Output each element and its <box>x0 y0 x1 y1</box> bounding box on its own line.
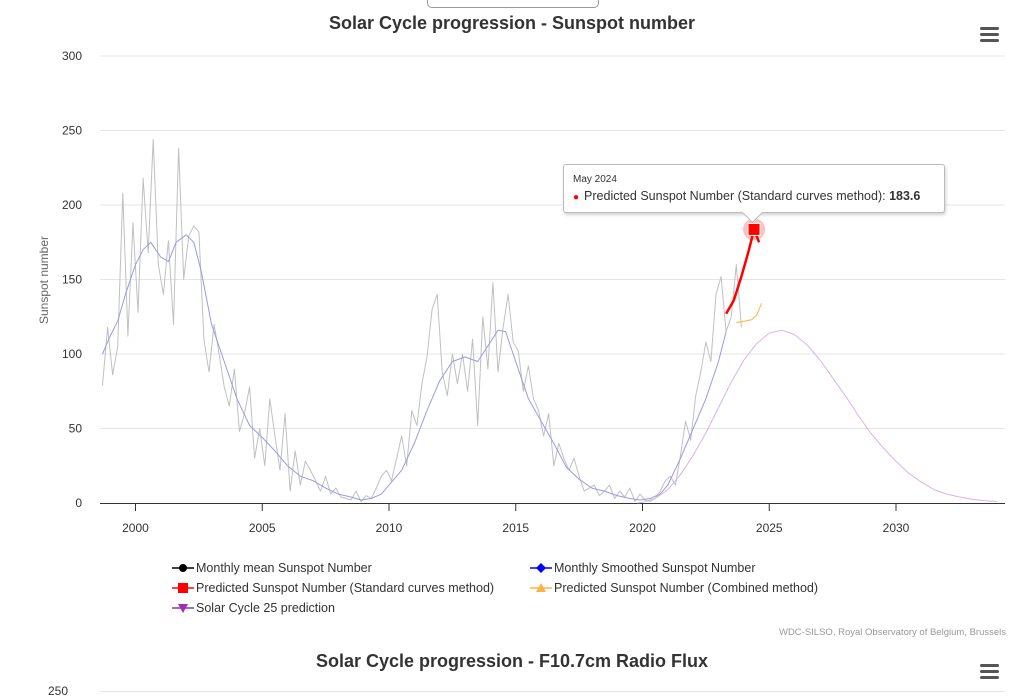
y-tick-label: 100 <box>62 347 82 361</box>
legend-label: Predicted Sunspot Number (Standard curve… <box>196 581 495 595</box>
top-tab-fragment <box>427 0 599 8</box>
second-chart-title: Solar Cycle progression - F10.7cm Radio … <box>315 651 709 671</box>
x-tick-label: 2020 <box>629 521 656 535</box>
tooltip-dot-icon: ● <box>573 192 580 203</box>
chart-title: Solar Cycle progression - Sunspot number <box>328 13 696 33</box>
x-tick-label: 2010 <box>376 521 403 535</box>
second-chart-menu-icon[interactable] <box>978 660 1002 682</box>
y-tick-label: 300 <box>62 49 82 63</box>
x-tick-label: 2005 <box>249 521 276 535</box>
second-chart-y-tick: 250 <box>48 684 69 698</box>
y-tick-label: 150 <box>62 273 82 287</box>
y-tick-label: 50 <box>69 422 83 436</box>
tooltip-series: Predicted Sunspot Number (Standard curve… <box>584 189 883 203</box>
legend-label: Monthly Smoothed Sunspot Number <box>554 561 756 575</box>
credits-link[interactable]: WDC-SILSO, Royal Observatory of Belgium,… <box>778 627 1006 638</box>
y-tick-label: 0 <box>75 496 82 510</box>
circle-marker-icon <box>172 564 194 572</box>
chart-menu-icon[interactable] <box>978 23 1002 45</box>
y-axis-ticks: 0 50 100 150 200 250 300 <box>62 49 82 510</box>
x-tick-label: 2000 <box>122 521 149 535</box>
x-tick-label: 2030 <box>883 521 910 535</box>
square-marker-icon <box>172 583 194 593</box>
diamond-marker-icon <box>530 563 552 573</box>
legend-label: Predicted Sunspot Number (Combined metho… <box>554 581 819 595</box>
grid-lines <box>100 55 1005 504</box>
triangle-marker-icon <box>530 583 552 592</box>
series-monthly-mean[interactable] <box>102 138 742 502</box>
y-tick-label: 250 <box>62 124 82 138</box>
series-predicted-standard[interactable] <box>725 228 761 315</box>
legend-label: Monthly mean Sunspot Number <box>196 561 372 575</box>
highlighted-point[interactable] <box>747 222 761 236</box>
tooltip: May 2024 ● Predicted Sunspot Number (Stan… <box>563 164 945 224</box>
series-monthly-smoothed[interactable] <box>102 234 727 501</box>
series-cycle25-prediction[interactable] <box>637 329 998 504</box>
x-tick-label: 2025 <box>756 521 783 535</box>
tooltip-date: May 2024 <box>573 174 617 185</box>
tooltip-value: 183.6 <box>889 189 921 203</box>
y-axis-label: Sunspot number <box>37 236 51 324</box>
x-axis-ticks: 2000 2005 2010 2015 2020 2025 2030 <box>122 503 910 535</box>
series-layer <box>102 138 998 504</box>
y-tick-label: 200 <box>62 198 82 212</box>
series-predicted-combined[interactable] <box>736 303 763 324</box>
legend-label: Solar Cycle 25 prediction <box>196 601 335 615</box>
triangle-down-marker-icon <box>172 604 194 613</box>
tooltip-line: ● Predicted Sunspot Number (Standard curv… <box>573 189 921 203</box>
x-tick-label: 2015 <box>502 521 529 535</box>
